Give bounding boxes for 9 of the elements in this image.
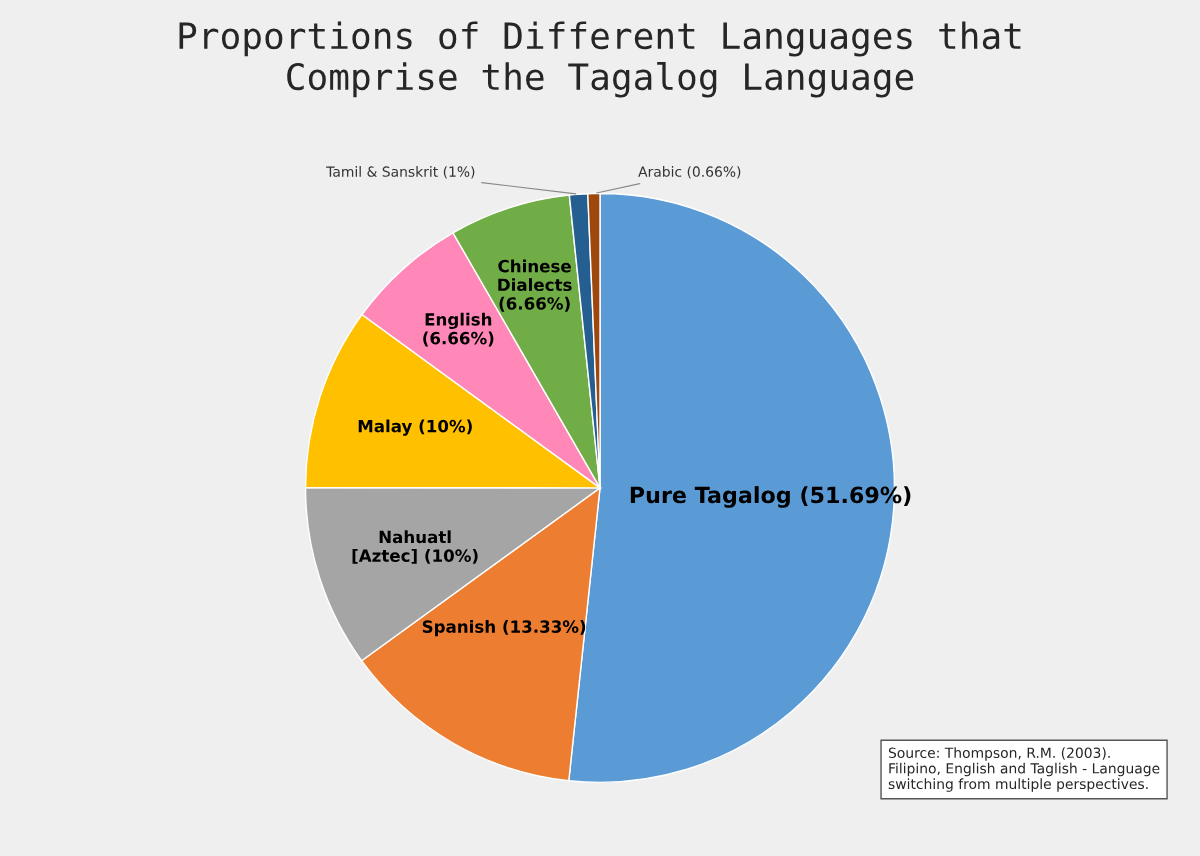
slice-label: Arabic (0.66%) xyxy=(638,166,741,179)
slice-label: Malay (10%) xyxy=(358,419,472,436)
source-note: Source: Thompson, R.M. (2003). Filipino, English and Taglish - Language switching from multiple perspectives. xyxy=(888,747,1160,792)
slice-label: Chinese Dialects (6.66%) xyxy=(498,259,572,312)
slice-label: Spanish (13.33%) xyxy=(422,620,586,637)
slice-label: Nahuatl [Aztec] (10%) xyxy=(352,530,478,564)
slice-label: English (6.66%) xyxy=(423,312,494,347)
slice-label: Tamil & Sanskrit (1%) xyxy=(326,166,475,179)
chart-title: Proportions of Different Languages that Comprise the Tagalog Language xyxy=(179,21,1021,98)
